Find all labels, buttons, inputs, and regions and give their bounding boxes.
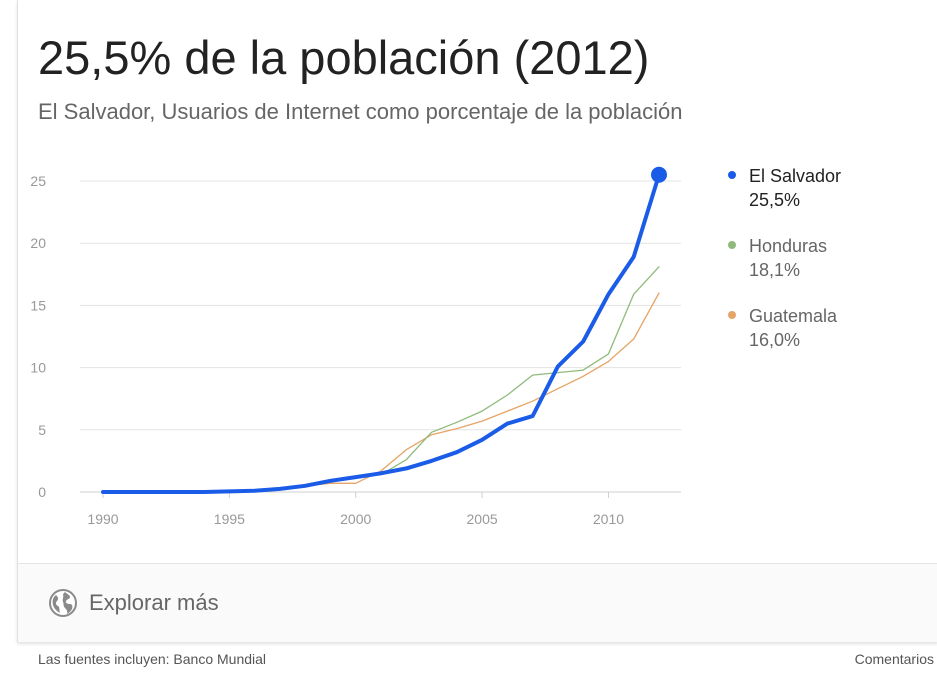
- y-tick-label: 20: [30, 235, 46, 251]
- legend-name: Guatemala: [749, 306, 838, 326]
- comments-link[interactable]: Comentarios: [854, 651, 934, 667]
- chart-legend: El Salvador 25,5% Honduras 18,1% Guatema…: [722, 164, 922, 374]
- data-point-end-marker: [651, 166, 667, 183]
- chart-card: [17, 0, 937, 642]
- legend-dot-honduras: [728, 241, 736, 249]
- y-tick-label: 0: [38, 484, 46, 500]
- y-tick-label: 15: [30, 297, 46, 313]
- series-line-guatemala: [102, 292, 660, 493]
- legend-item-guatemala[interactable]: Guatemala 16,0%: [722, 304, 922, 352]
- sources-note: Las fuentes incluyen: Banco Mundial: [38, 651, 267, 667]
- legend-item-el-salvador[interactable]: El Salvador 25,5%: [722, 164, 922, 212]
- explore-label: Explorar más: [89, 590, 219, 615]
- x-tick-label: 1990: [87, 511, 118, 527]
- page-title: 25,5% de la población (2012): [38, 31, 650, 84]
- x-tick-label: 2010: [593, 511, 624, 527]
- legend-value: 16,0%: [749, 330, 801, 350]
- legend-dot-el-salvador: [728, 171, 736, 179]
- explore-bar: Explorar más: [18, 563, 937, 642]
- y-tick-label: 5: [38, 422, 46, 438]
- legend-name: Honduras: [749, 236, 828, 256]
- legend-item-honduras[interactable]: Honduras 18,1%: [722, 234, 922, 282]
- y-tick-label: 25: [30, 173, 46, 189]
- series-line-el-salvador: [101, 172, 661, 494]
- y-tick-label: 10: [30, 360, 46, 376]
- line-chart: 0 5 10 15 20 25 1990 1995 2000 2005 2010: [30, 166, 681, 527]
- legend-dot-guatemala: [728, 311, 736, 319]
- explore-more-link[interactable]: Explorar más: [48, 588, 219, 618]
- legend-value: 25,5%: [749, 190, 801, 210]
- x-tick-label: 1995: [214, 511, 245, 527]
- legend-name: El Salvador: [749, 166, 842, 186]
- chart-subtitle: El Salvador, Usuarios de Internet como p…: [38, 99, 683, 124]
- legend-value: 18,1%: [749, 260, 801, 280]
- globe-icon: [49, 589, 77, 617]
- x-tick-label: 2005: [467, 511, 498, 527]
- x-tick-label: 2000: [340, 511, 371, 527]
